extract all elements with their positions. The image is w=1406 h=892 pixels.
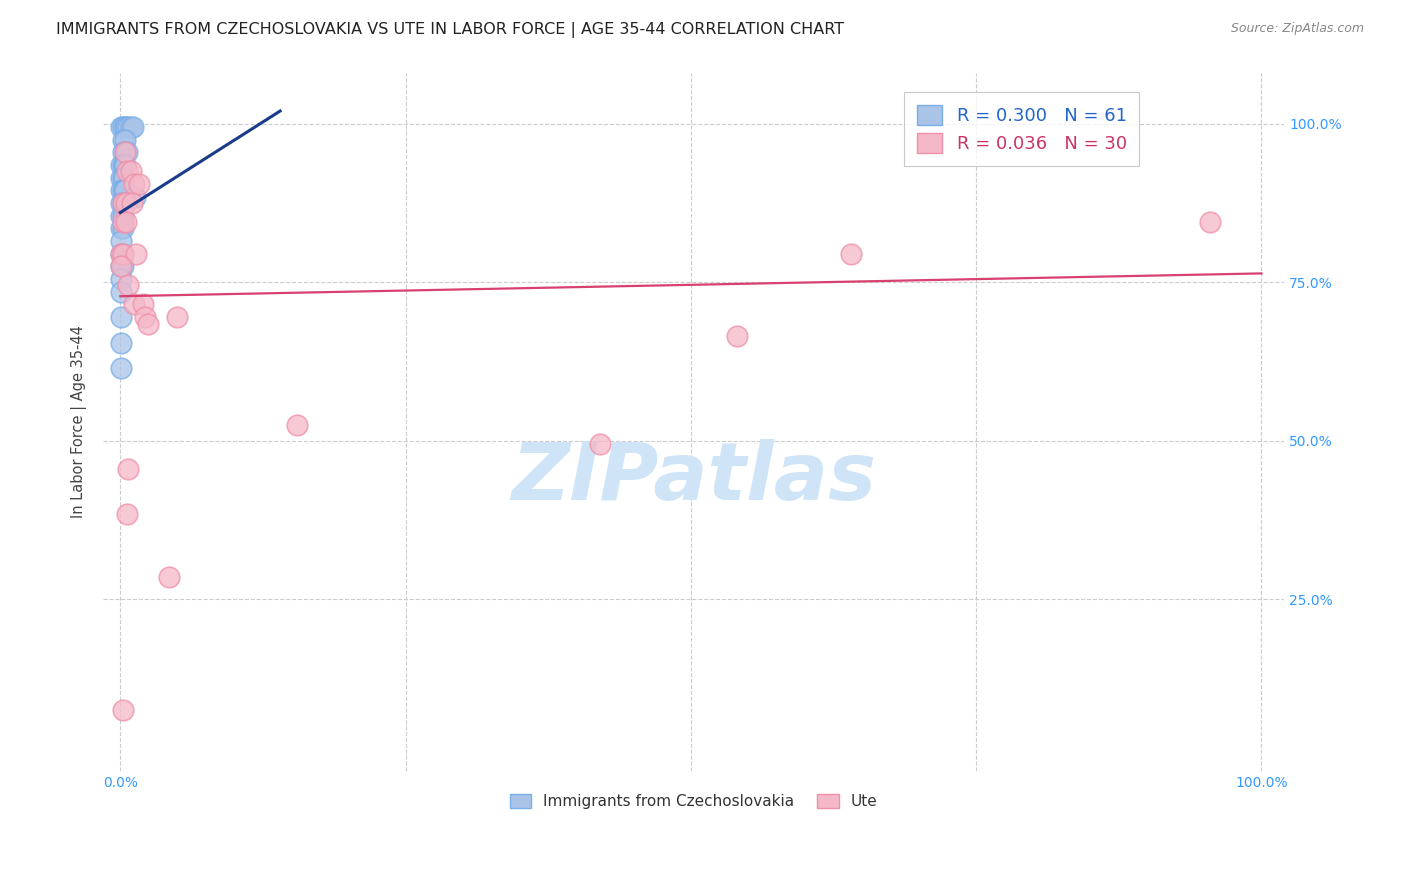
Point <box>111 120 134 134</box>
Point <box>114 132 136 146</box>
Point <box>115 215 138 229</box>
Point <box>110 170 132 185</box>
Point <box>111 158 134 172</box>
Point <box>114 145 136 160</box>
Point <box>122 177 145 191</box>
Point <box>125 246 148 260</box>
Point <box>120 164 142 178</box>
Point <box>112 158 135 172</box>
Point <box>114 158 136 172</box>
Point <box>725 329 748 343</box>
Point <box>166 310 188 325</box>
Point <box>110 209 132 223</box>
Point <box>111 246 134 260</box>
Point <box>111 221 134 235</box>
Point <box>122 297 145 311</box>
Point <box>111 183 134 197</box>
Point <box>110 246 132 260</box>
Point <box>111 260 134 274</box>
Point <box>114 120 136 134</box>
Point <box>110 246 132 260</box>
Point <box>117 278 139 293</box>
Point <box>111 215 134 229</box>
Point <box>114 183 136 197</box>
Point <box>112 170 135 185</box>
Point <box>115 196 138 211</box>
Point <box>115 164 138 178</box>
Point <box>111 209 134 223</box>
Y-axis label: In Labor Force | Age 35-44: In Labor Force | Age 35-44 <box>72 326 87 518</box>
Point <box>110 196 132 211</box>
Point <box>588 437 610 451</box>
Point <box>121 196 143 211</box>
Text: IMMIGRANTS FROM CZECHOSLOVAKIA VS UTE IN LABOR FORCE | AGE 35-44 CORRELATION CHA: IMMIGRANTS FROM CZECHOSLOVAKIA VS UTE IN… <box>56 22 845 38</box>
Point <box>111 170 134 185</box>
Point <box>110 360 132 375</box>
Point <box>115 145 138 160</box>
Point <box>110 221 132 235</box>
Point <box>285 417 308 432</box>
Point <box>111 196 134 211</box>
Point <box>111 145 134 160</box>
Point <box>115 507 138 521</box>
Point <box>115 120 138 134</box>
Point <box>128 177 150 191</box>
Point <box>117 462 139 476</box>
Point <box>110 272 132 286</box>
Point <box>132 297 155 311</box>
Point <box>117 120 139 134</box>
Point <box>110 183 132 197</box>
Legend: Immigrants from Czechoslovakia, Ute: Immigrants from Czechoslovakia, Ute <box>503 788 884 815</box>
Point <box>110 234 132 248</box>
Point <box>110 335 132 350</box>
Point <box>110 158 132 172</box>
Point <box>111 703 134 717</box>
Point <box>114 145 136 160</box>
Text: ZIPatlas: ZIPatlas <box>512 439 876 516</box>
Point <box>157 570 180 584</box>
Point <box>110 310 132 325</box>
Point <box>110 260 132 274</box>
Point <box>111 246 134 260</box>
Point <box>111 196 134 211</box>
Point <box>111 132 134 146</box>
Point <box>122 120 145 134</box>
Point <box>124 189 146 203</box>
Point <box>120 120 142 134</box>
Point <box>136 317 159 331</box>
Point <box>1199 215 1222 229</box>
Point <box>110 285 132 299</box>
Point <box>110 120 132 134</box>
Point <box>839 246 862 260</box>
Text: Source: ZipAtlas.com: Source: ZipAtlas.com <box>1230 22 1364 36</box>
Point <box>112 183 135 197</box>
Point <box>134 310 156 325</box>
Point <box>110 260 132 274</box>
